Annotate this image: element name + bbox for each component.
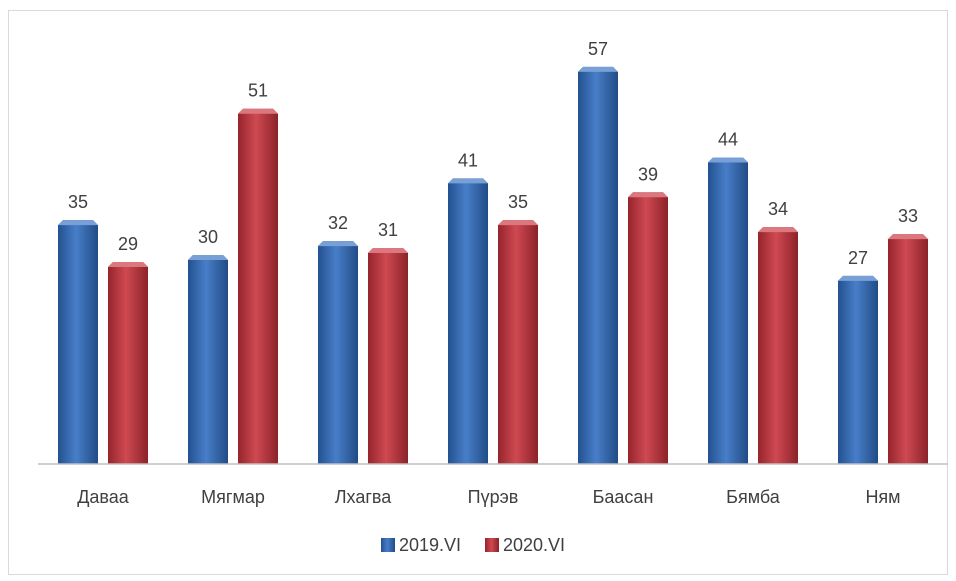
- x-tick-label: Лхагва: [335, 487, 393, 507]
- bar-top-bevel: [58, 220, 98, 226]
- bars-group: [58, 66, 928, 465]
- bar-top-bevel: [448, 178, 488, 184]
- bar-top-bevel: [108, 261, 148, 267]
- bar-top-bevel: [838, 275, 878, 281]
- x-tick-label: Даваа: [77, 487, 130, 507]
- data-label: 57: [588, 39, 608, 59]
- bar-top-bevel: [708, 157, 748, 163]
- bar-series1: [578, 66, 618, 465]
- x-tick-label: Баасан: [593, 487, 654, 507]
- data-label: 34: [768, 199, 788, 219]
- x-tick-label: Бямба: [726, 487, 781, 507]
- bar-series1: [58, 220, 98, 464]
- bar-series2: [758, 227, 798, 464]
- bar-top-bevel: [758, 227, 798, 233]
- data-label: 51: [248, 81, 268, 101]
- legend-swatch: [381, 538, 395, 552]
- legend-swatch: [485, 538, 499, 552]
- data-label: 32: [328, 213, 348, 233]
- bar-series1: [188, 255, 228, 464]
- legend-label: 2020.VI: [503, 535, 565, 555]
- bar-series2: [498, 220, 538, 464]
- bar-top-bevel: [238, 108, 278, 114]
- legend-label: 2019.VI: [399, 535, 461, 555]
- x-tick-label: Мягмар: [201, 487, 265, 507]
- bar-series1: [838, 275, 878, 464]
- bar-top-bevel: [628, 192, 668, 198]
- bar-series1: [318, 241, 358, 464]
- bar-series2: [888, 234, 928, 464]
- x-tick-labels: Даваа Мягмар Лхагва Пүрэв Баасан Бямба Ням: [77, 487, 900, 507]
- bar-series2: [628, 192, 668, 465]
- bar-series1: [448, 178, 488, 464]
- bar-top-bevel: [188, 255, 228, 260]
- bar-series2: [368, 248, 408, 464]
- bar-top-bevel: [498, 220, 538, 226]
- x-tick-label: Пүрэв: [468, 487, 519, 507]
- data-label: 35: [68, 192, 88, 212]
- bar-series2: [238, 108, 278, 464]
- data-label: 44: [718, 129, 738, 149]
- data-label: 35: [508, 192, 528, 212]
- bar-top-bevel: [318, 241, 358, 247]
- data-labels: 35 29 30 51 32 31 41 35 57 39 44 34 27 33: [68, 39, 918, 268]
- data-label: 29: [118, 234, 138, 254]
- data-label: 31: [378, 220, 398, 240]
- legend: 2019.VI 2020.VI: [381, 535, 565, 555]
- bar-top-bevel: [368, 248, 408, 254]
- bar-top-bevel: [888, 234, 928, 240]
- data-label: 33: [898, 206, 918, 226]
- bar-series2: [108, 261, 148, 464]
- data-label: 30: [198, 227, 218, 247]
- x-tick-label: Ням: [865, 487, 900, 507]
- data-label: 39: [638, 164, 658, 184]
- bar-top-bevel: [578, 66, 618, 72]
- bar-series1: [708, 157, 748, 464]
- data-label: 27: [848, 248, 868, 268]
- data-label: 41: [458, 150, 478, 170]
